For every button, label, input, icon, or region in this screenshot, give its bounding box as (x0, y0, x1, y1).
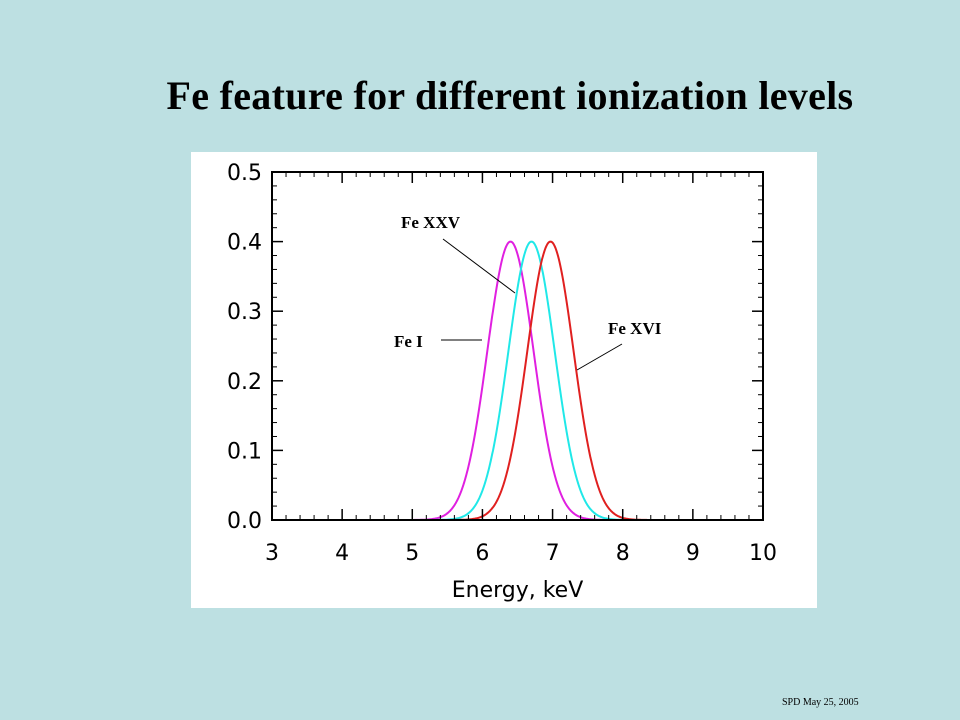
x-tick-label: 7 (546, 541, 560, 566)
x-tick-label: 5 (405, 541, 419, 566)
y-tick-label: 0.5 (227, 161, 262, 186)
series-label-fe-xvi: Fe XVI (608, 319, 662, 338)
y-tick-label: 0.4 (227, 231, 262, 256)
axes-layer (271, 171, 764, 521)
chart-panel: 3 4 5 6 7 8 9 10 0.0 0.1 0.2 0.3 0.4 0.5 Energy, keV Fe… (191, 152, 817, 608)
series-layer (272, 240, 763, 521)
x-tick-label: 9 (686, 541, 700, 566)
y-tick-label: 0.0 (227, 509, 262, 534)
x-tick-label: 4 (335, 541, 349, 566)
leader-line-fe-xvi (576, 343, 623, 371)
series-label-fe-i: Fe I (394, 332, 423, 351)
x-tick-label: 3 (265, 541, 279, 566)
slide-title: Fe feature for different ionization leve… (166, 73, 854, 118)
energy-spectrum-chart: 3 4 5 6 7 8 9 10 0.0 0.1 0.2 0.3 0.4 0.5 Energy, keV Fe… (227, 161, 777, 603)
series-label-fe-xxv: Fe XXV (401, 213, 461, 232)
x-tick-label: 10 (749, 541, 777, 566)
leader-line-fe-xxv (442, 238, 516, 294)
y-tick-label: 0.2 (227, 370, 262, 395)
label-layer: 3 4 5 6 7 8 9 10 0.0 0.1 0.2 0.3 0.4 0.5 Energy, keV Fe… (227, 161, 777, 603)
series-line-fe-xxv (272, 240, 763, 521)
plot-frame (271, 171, 764, 521)
y-tick-label: 0.3 (227, 300, 262, 325)
x-tick-label: 6 (475, 541, 489, 566)
footer-note: SPD May 25, 2005 (782, 697, 859, 708)
y-tick-label: 0.1 (227, 439, 262, 464)
x-tick-label: 8 (616, 541, 630, 566)
x-axis-title: Energy, keV (452, 578, 584, 603)
